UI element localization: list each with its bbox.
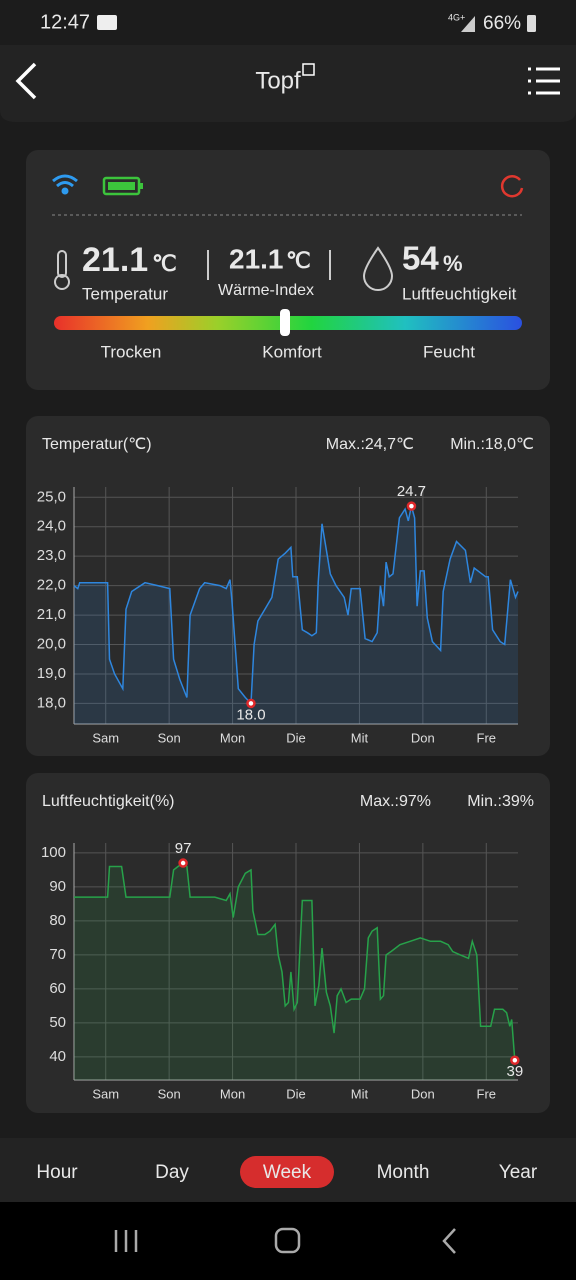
battery-status	[102, 176, 141, 196]
heat-index-value: 21.1	[229, 243, 284, 274]
min-label: Min.:18,0℃	[450, 436, 534, 453]
tab[interactable]: Hour	[36, 1162, 78, 1183]
nav-bar	[0, 1202, 576, 1280]
line	[74, 862, 516, 1061]
y-tick-label: 21,0	[37, 606, 66, 623]
scale-label: Komfort	[262, 342, 322, 361]
scale-label: Trocken	[101, 342, 162, 361]
extreme-marker	[246, 698, 256, 709]
network-type: 4G+	[448, 12, 465, 22]
tab[interactable]: Week	[263, 1162, 312, 1183]
extreme-marker	[406, 501, 417, 511]
x-tick-label: Mit	[351, 730, 369, 745]
battery-level	[108, 182, 135, 190]
battery-icon	[527, 15, 536, 32]
nav-recent[interactable]	[114, 1230, 138, 1252]
x-tick-label: Son	[158, 1086, 181, 1101]
line-area	[74, 863, 515, 1080]
x-tick-label: Mon	[220, 730, 245, 745]
refresh-button[interactable]	[500, 175, 524, 198]
extreme-marker	[510, 1055, 520, 1066]
chart-title: Luftfeuchtigkeit(%)	[42, 793, 175, 810]
line-area	[74, 506, 518, 724]
y-tick-label: 80	[49, 912, 66, 929]
y-tick-label: 23,0	[37, 547, 66, 564]
x-tick-label: Don	[411, 1086, 435, 1101]
humidity-value: 54	[402, 240, 439, 277]
y-tick-label: 19,0	[37, 665, 66, 682]
wifi-icon	[52, 174, 78, 195]
y-tick-label: 24,0	[37, 518, 66, 535]
temperature-value: 21.1	[82, 241, 148, 279]
min-label: Min.:39%	[467, 793, 534, 810]
humidity-unit: %	[443, 251, 463, 276]
extreme-label: 39	[506, 1063, 523, 1080]
mail-icon	[97, 15, 117, 30]
tab-highlight	[240, 1156, 334, 1188]
x-tick-label: Die	[286, 730, 306, 745]
status-time: 12:47	[40, 11, 90, 33]
x-tick-label: Sam	[92, 1086, 119, 1101]
battery-tip	[140, 183, 143, 189]
line	[73, 505, 519, 706]
tab[interactable]: Month	[377, 1162, 430, 1183]
edit-icon[interactable]	[302, 63, 315, 76]
y-tick-label: 20,0	[37, 635, 66, 652]
comfort-thumb	[280, 309, 290, 336]
x-tick-label: Mit	[351, 1086, 369, 1101]
x-tick-label: Die	[286, 1086, 306, 1101]
drop-icon	[362, 246, 394, 291]
humidity-label: Luftfeuchtigkeit	[402, 284, 517, 303]
chart-card	[26, 773, 550, 1113]
y-tick-label: 60	[49, 980, 66, 997]
temperature-label: Temperatur	[82, 284, 168, 303]
y-tick-label: 70	[49, 946, 66, 963]
header-bar	[0, 45, 576, 122]
x-tick-label: Don	[411, 730, 435, 745]
max-label: Max.:97%	[360, 793, 431, 810]
scale-label: Feucht	[423, 342, 475, 361]
nav-back[interactable]	[442, 1228, 456, 1254]
nav-home[interactable]	[274, 1227, 301, 1254]
tab[interactable]: Year	[499, 1162, 538, 1183]
y-tick-label: 100	[41, 844, 66, 861]
tab[interactable]: Day	[155, 1162, 189, 1183]
max-label: Max.:24,7℃	[326, 436, 414, 453]
extreme-marker	[178, 858, 188, 868]
heat-index-unit: ℃	[286, 248, 311, 273]
menu-button[interactable]	[528, 67, 560, 95]
heat-index-label: Wärme-Index	[218, 282, 314, 299]
temperature-unit: ℃	[152, 251, 177, 276]
y-tick-label: 18,0	[37, 694, 66, 711]
extreme-label: 18.0	[236, 706, 265, 723]
x-tick-label: Son	[158, 730, 181, 745]
back-button[interactable]	[15, 62, 37, 100]
signal-icon	[461, 16, 475, 32]
extreme-label: 97	[175, 840, 192, 857]
chart-title: Temperatur(℃)	[42, 436, 152, 453]
extreme-label: 24.7	[397, 483, 426, 500]
x-tick-label: Mon	[220, 1086, 245, 1101]
y-tick-label: 40	[49, 1048, 66, 1065]
y-tick-label: 90	[49, 878, 66, 895]
x-tick-label: Fre	[477, 730, 497, 745]
battery-percent: 66%	[483, 13, 521, 34]
x-tick-label: Fre	[477, 1086, 497, 1101]
y-tick-label: 22,0	[37, 577, 66, 594]
y-tick-label: 25,0	[37, 488, 66, 505]
thermometer-icon	[54, 250, 70, 290]
y-tick-label: 50	[49, 1014, 66, 1031]
x-tick-label: Sam	[92, 730, 119, 745]
header-title: Topf	[255, 67, 301, 94]
